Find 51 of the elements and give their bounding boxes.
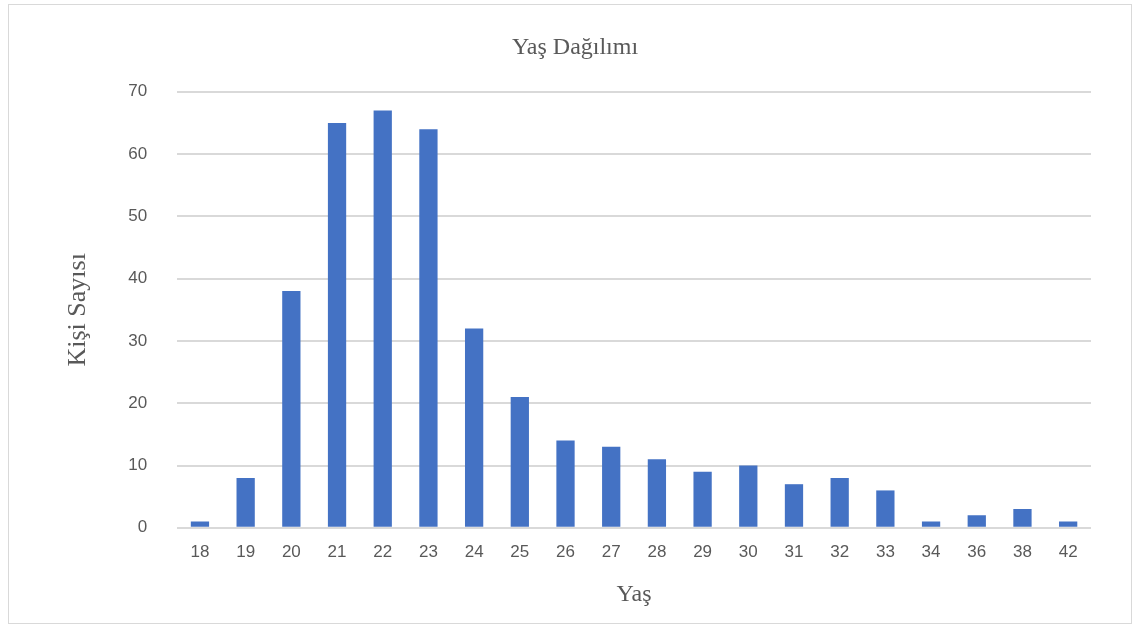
- bar: [419, 129, 438, 527]
- x-tick-label: 29: [693, 541, 713, 561]
- x-tick-label: 28: [647, 541, 667, 561]
- x-tick-label: 19: [236, 541, 256, 561]
- y-tick-label: 30: [128, 330, 148, 350]
- x-tick-label: 27: [601, 541, 621, 561]
- x-tick-label: 36: [967, 541, 987, 561]
- x-tick-label: 21: [327, 541, 347, 561]
- x-tick-label: 32: [830, 541, 850, 561]
- x-tick-label: 23: [418, 541, 438, 561]
- bar: [510, 397, 529, 527]
- x-tick-label: 30: [738, 541, 758, 561]
- y-tick-label: 0: [137, 517, 148, 537]
- bar: [464, 328, 484, 527]
- y-tick-label: 10: [128, 455, 148, 475]
- x-axis-title: Yaş: [616, 579, 652, 606]
- y-axis-title: Kişi Sayısı: [62, 253, 92, 367]
- x-tick-label: 31: [784, 541, 804, 561]
- bar: [282, 291, 301, 527]
- bar: [693, 471, 712, 527]
- bar: [1059, 521, 1078, 527]
- y-tick-label: 60: [128, 143, 148, 163]
- bar: [876, 490, 895, 527]
- x-tick-label: 26: [556, 541, 575, 561]
- bar: [190, 521, 210, 527]
- chart-title: Yaş Dağılımı: [511, 32, 639, 59]
- x-tick-label: 42: [1058, 541, 1078, 561]
- y-tick-label: 40: [128, 268, 148, 288]
- bar: [647, 459, 667, 527]
- x-tick-label: 25: [510, 541, 530, 561]
- x-tick-label: 24: [464, 541, 484, 561]
- bar: [784, 484, 804, 527]
- x-tick-label: 33: [875, 541, 895, 561]
- bar: [921, 521, 941, 527]
- bar: [830, 477, 849, 527]
- y-tick-label: 70: [128, 81, 148, 101]
- bar: [373, 110, 392, 527]
- y-tick-label: 50: [128, 206, 148, 226]
- bar: [602, 446, 621, 527]
- bar: [1013, 509, 1032, 527]
- bar: [236, 477, 255, 527]
- x-tick-label: 34: [921, 541, 941, 561]
- bar: [739, 465, 758, 527]
- y-tick-label: 20: [128, 392, 148, 412]
- bar: [556, 440, 575, 527]
- x-tick-label: 38: [1013, 541, 1032, 561]
- bar: [327, 122, 347, 527]
- bar: [967, 515, 986, 527]
- x-tick-label: 22: [373, 541, 393, 561]
- x-tick-label: 20: [281, 541, 301, 561]
- x-tick-label: 18: [190, 541, 210, 561]
